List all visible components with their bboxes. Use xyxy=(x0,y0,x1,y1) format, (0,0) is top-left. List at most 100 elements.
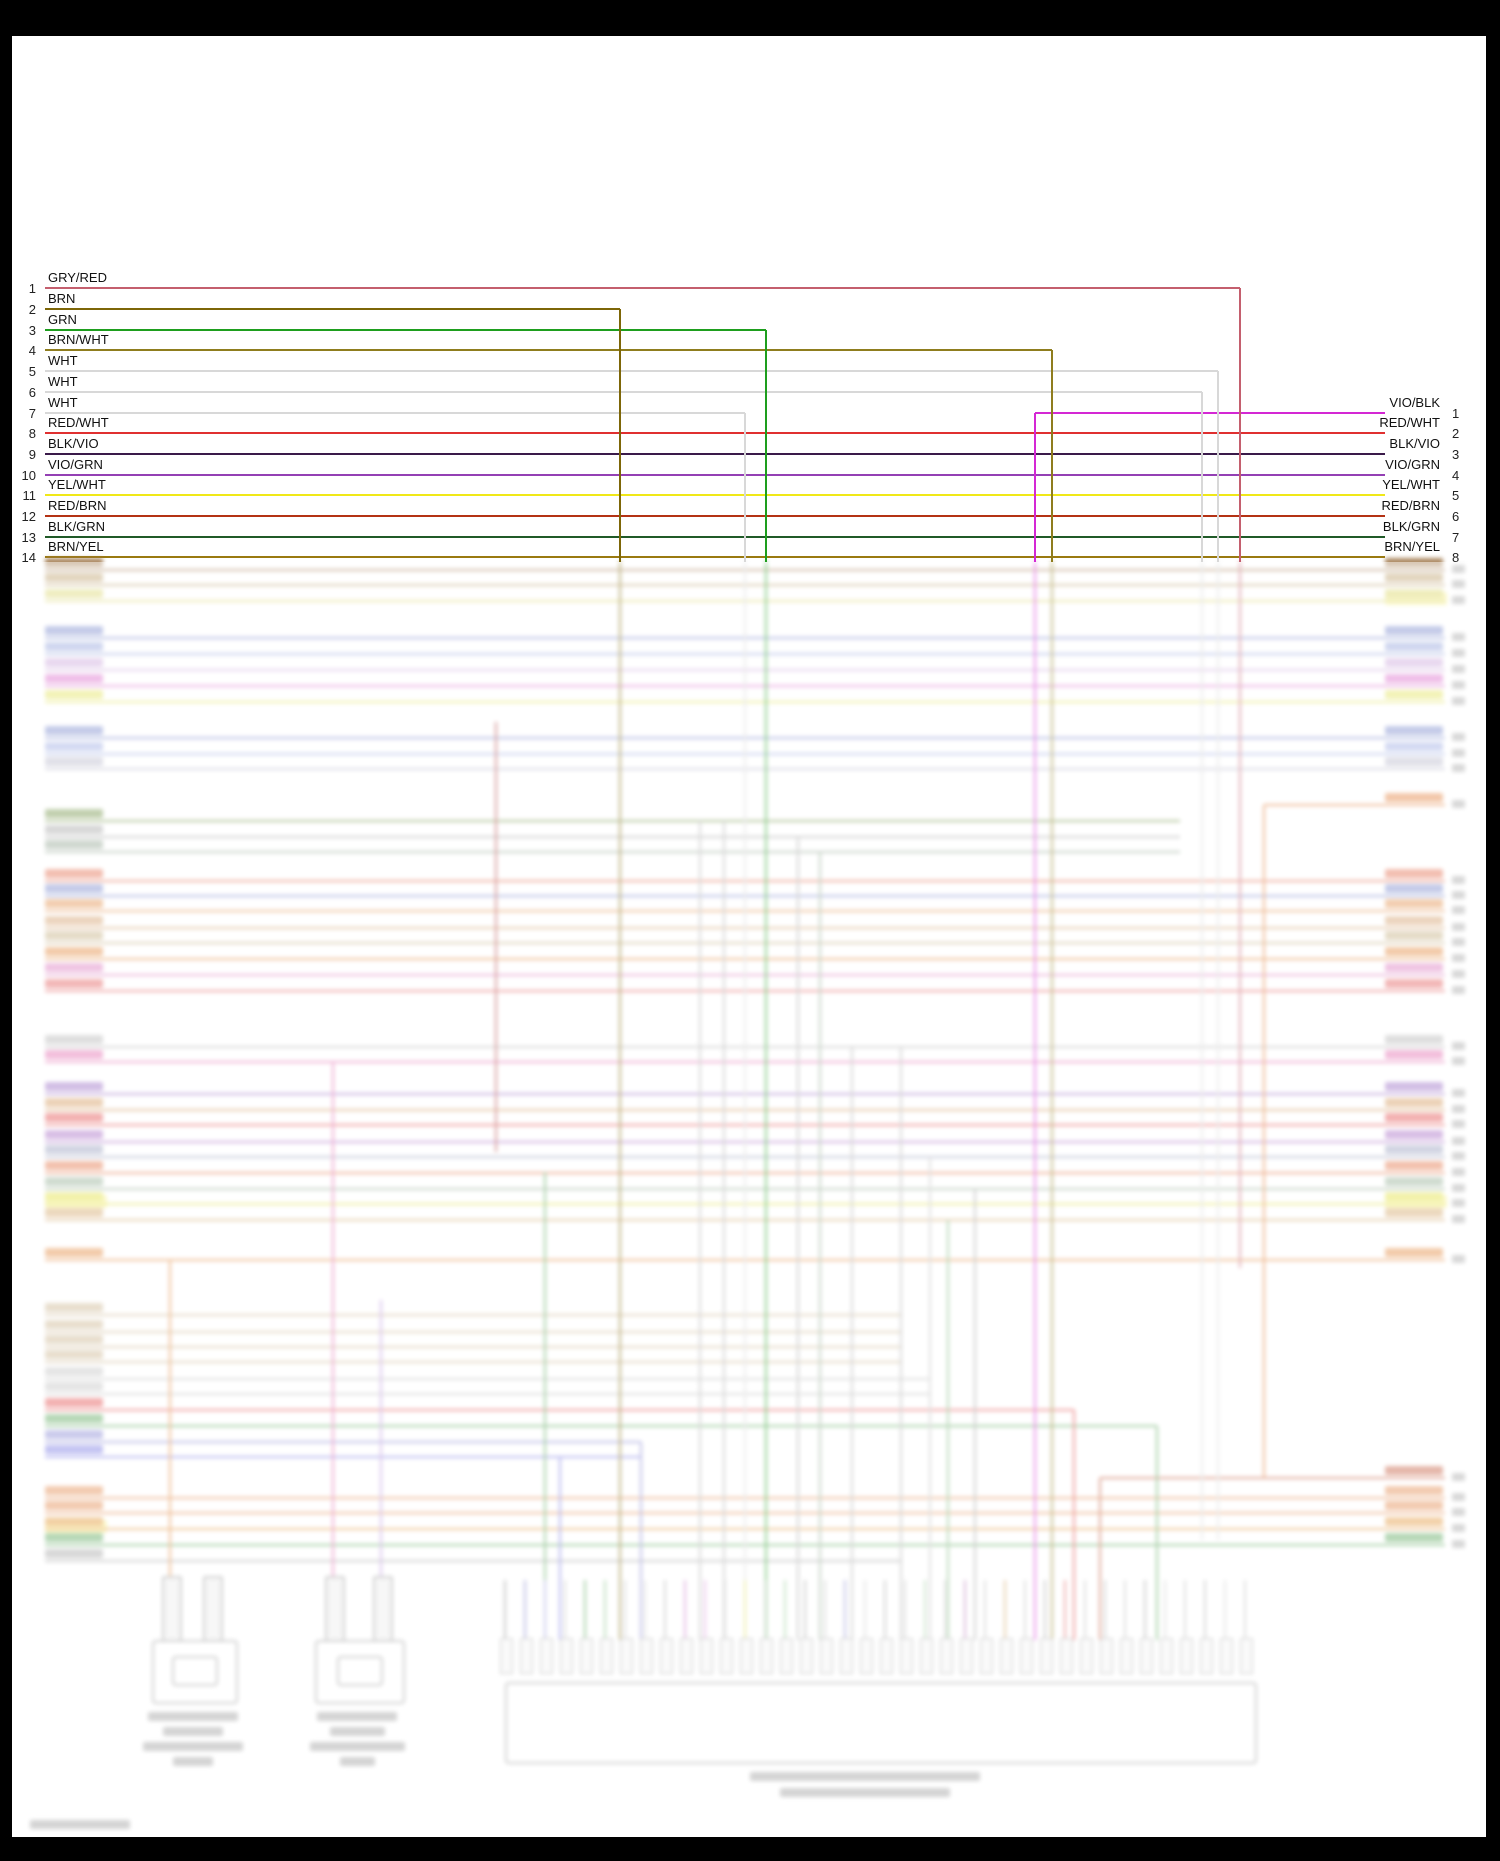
strip-pin xyxy=(520,1638,533,1674)
faded-vertical xyxy=(744,562,746,1640)
strip-pin xyxy=(860,1638,873,1674)
right-pin-number: 1 xyxy=(1452,406,1460,421)
strip-pin-tail xyxy=(764,1580,766,1638)
wire-line xyxy=(1035,412,1385,414)
faded-wire xyxy=(45,1441,641,1443)
faded-right-label xyxy=(1385,573,1443,582)
left-pin-number: 6 xyxy=(28,385,36,400)
strip-pin xyxy=(1140,1638,1153,1674)
text-smudge xyxy=(310,1742,405,1751)
faded-left-label xyxy=(45,757,103,766)
wire-line xyxy=(45,287,1240,289)
faded-left-label xyxy=(45,825,103,834)
left-pin-number: 3 xyxy=(28,323,36,338)
wire-vertical xyxy=(1239,288,1241,562)
strip-pin-tail xyxy=(824,1580,826,1638)
faded-left-label xyxy=(45,979,103,988)
wire-line xyxy=(45,536,1385,538)
strip-pin-tail xyxy=(744,1580,746,1638)
faded-vertical xyxy=(1156,1426,1158,1640)
faded-left-label xyxy=(45,1113,103,1122)
wire-vertical xyxy=(1051,350,1053,562)
strip-pin xyxy=(1200,1638,1213,1674)
faded-right-label xyxy=(1385,589,1443,598)
faded-left-label xyxy=(45,690,103,699)
faded-left-label xyxy=(45,1335,103,1344)
connector-box xyxy=(505,1682,1257,1764)
faded-vertical xyxy=(1217,562,1219,1540)
faded-left-label xyxy=(45,674,103,683)
faded-right-label xyxy=(1385,1533,1443,1542)
text-smudge xyxy=(143,1742,243,1751)
faded-right-pin-number xyxy=(1452,665,1465,673)
faded-left-label xyxy=(45,840,103,849)
strip-pin-tail xyxy=(1004,1580,1006,1638)
strip-pin-tail xyxy=(904,1580,906,1638)
left-pin-number: 10 xyxy=(21,468,36,483)
strip-pin xyxy=(740,1638,753,1674)
strip-pin xyxy=(760,1638,773,1674)
left-pin-number: 14 xyxy=(21,550,36,565)
strip-pin xyxy=(1120,1638,1133,1674)
left-pin-label: BRN/WHT xyxy=(48,332,109,347)
faded-right-pin-number xyxy=(1452,800,1465,808)
strip-pin-tail xyxy=(1044,1580,1046,1638)
left-pin-label: WHT xyxy=(48,353,78,368)
faded-right-pin-number xyxy=(1452,923,1465,931)
strip-pin-tail xyxy=(1064,1580,1066,1638)
left-pin-number: 5 xyxy=(28,364,36,379)
faded-left-label xyxy=(45,884,103,893)
strip-pin-tail xyxy=(784,1580,786,1638)
strip-pin xyxy=(700,1638,713,1674)
faded-right-pin-number xyxy=(1452,906,1465,914)
strip-pin xyxy=(900,1638,913,1674)
faded-right-label xyxy=(1385,658,1443,667)
left-pin-number: 8 xyxy=(28,426,36,441)
faded-right-label xyxy=(1385,1501,1443,1510)
faded-left-label xyxy=(45,1533,103,1542)
faded-right-pin-number xyxy=(1452,565,1465,573)
wire-vertical xyxy=(765,330,767,562)
faded-left-label xyxy=(45,931,103,940)
strip-pin-tail xyxy=(864,1580,866,1638)
faded-right-label xyxy=(1385,626,1443,635)
strip-pin xyxy=(680,1638,693,1674)
right-pin-label: RED/WHT xyxy=(1379,415,1440,430)
faded-left-label xyxy=(45,1303,103,1312)
faded-vertical xyxy=(851,1047,853,1640)
right-pin-label: VIO/BLK xyxy=(1389,395,1440,410)
strip-pin xyxy=(800,1638,813,1674)
left-pin-label: BLK/VIO xyxy=(48,436,99,451)
right-pin-number: 2 xyxy=(1452,426,1460,441)
strip-pin xyxy=(940,1638,953,1674)
strip-pin xyxy=(640,1638,653,1674)
faded-left-label xyxy=(45,916,103,925)
strip-pin xyxy=(1060,1638,1073,1674)
left-pin-number: 1 xyxy=(28,281,36,296)
faded-left-label xyxy=(45,558,103,567)
left-pin-number: 2 xyxy=(28,302,36,317)
strip-pin-tail xyxy=(1144,1580,1146,1638)
strip-pin-tail xyxy=(1224,1580,1226,1638)
faded-right-label xyxy=(1385,1145,1443,1154)
faded-right-label xyxy=(1385,1082,1443,1091)
wire-line xyxy=(45,370,1218,372)
faded-vertical xyxy=(169,1260,171,1576)
faded-left-label xyxy=(45,742,103,751)
faded-vertical xyxy=(559,1457,561,1640)
faded-right-pin-number xyxy=(1452,1120,1465,1128)
text-smudge xyxy=(173,1757,213,1766)
wire-line xyxy=(45,515,1385,517)
faded-right-pin-number xyxy=(1452,970,1465,978)
faded-vertical xyxy=(723,821,725,1640)
right-pin-number: 4 xyxy=(1452,468,1460,483)
faded-left-label xyxy=(45,1517,103,1526)
faded-right-pin-number xyxy=(1452,891,1465,899)
faded-right-pin-number xyxy=(1452,876,1465,884)
faded-vertical xyxy=(640,1442,642,1640)
faded-right-pin-number xyxy=(1452,1524,1465,1532)
left-pin-number: 11 xyxy=(22,488,37,503)
strip-pin-tail xyxy=(1024,1580,1026,1638)
faded-vertical xyxy=(1239,562,1241,1268)
faded-left-label xyxy=(45,1414,103,1423)
